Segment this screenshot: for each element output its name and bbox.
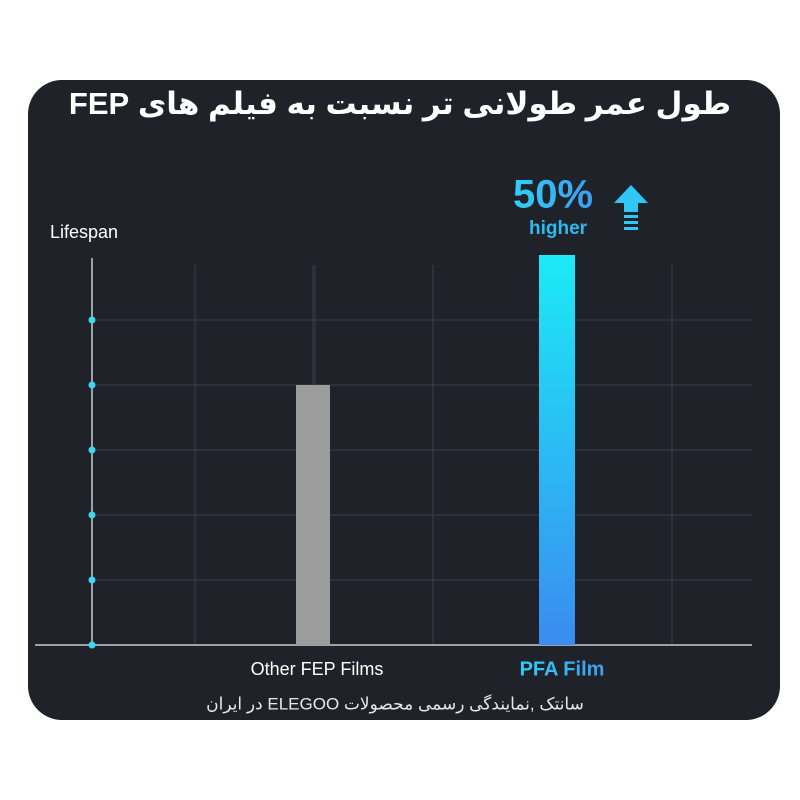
up-arrow-icon xyxy=(614,185,648,230)
y-tick-dot xyxy=(88,576,96,584)
x-tick-label: Other FEP Films xyxy=(251,659,384,679)
y-tick-dot xyxy=(88,641,96,649)
y-tick-dot xyxy=(88,446,96,454)
y-tick-dot xyxy=(88,316,96,324)
footer: سانتک ,نمایندگی رسمی محصولات ELEGOO در ا… xyxy=(206,693,584,713)
y-tick-dot xyxy=(88,381,96,389)
annotation-text: higher xyxy=(529,218,588,239)
x-tick-label: PFA Film xyxy=(520,658,605,680)
annotation-value: 50% xyxy=(513,173,593,217)
bar xyxy=(296,385,330,645)
card xyxy=(28,80,780,720)
chart-title: طول عمر طولانی تر نسبت به فیلم های FEP xyxy=(69,86,731,122)
bar xyxy=(539,255,575,645)
y-axis-label: Lifespan xyxy=(50,222,118,242)
y-tick-dot xyxy=(88,511,96,519)
